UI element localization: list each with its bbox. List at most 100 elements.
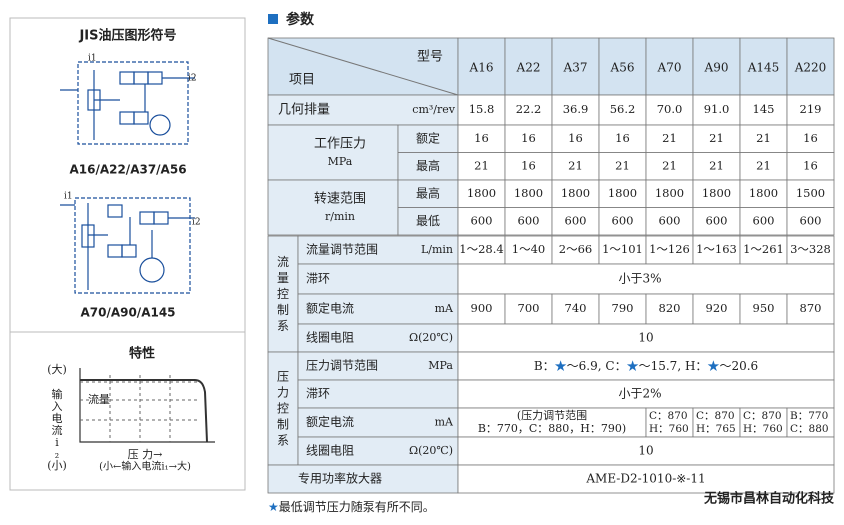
cell	[692, 179, 741, 208]
value: 920	[706, 301, 728, 315]
value: 1～163	[696, 242, 737, 256]
unit: mA	[435, 302, 454, 315]
cell	[692, 37, 741, 96]
value: 16	[615, 131, 630, 145]
value: B：770	[790, 410, 828, 422]
value: 21	[662, 158, 677, 172]
value: 10	[638, 444, 653, 458]
header-icon	[268, 14, 278, 24]
row-name: 几何排量	[278, 102, 330, 118]
value: 21	[568, 158, 583, 172]
value: 740	[565, 301, 587, 315]
cell	[267, 235, 299, 353]
value: 16	[803, 131, 818, 145]
model: A220	[794, 61, 827, 75]
value: B：770，C：880，H：790)	[478, 422, 626, 435]
cell	[598, 94, 647, 126]
value: 16	[521, 158, 536, 172]
value: 1～126	[649, 242, 690, 256]
model: A37	[563, 61, 588, 75]
value: 36.9	[563, 102, 589, 116]
value: 145	[753, 102, 775, 116]
cell	[457, 407, 647, 438]
char-x-label: 压 力→	[128, 448, 163, 461]
cell	[786, 37, 835, 96]
cell	[297, 293, 459, 325]
value: 91.0	[704, 102, 730, 116]
cell	[551, 235, 600, 265]
value: 21	[474, 158, 489, 172]
cell	[645, 37, 694, 96]
cell	[645, 207, 694, 236]
unit: cm³/rev	[412, 103, 455, 116]
cell	[786, 94, 835, 126]
cell	[457, 37, 506, 96]
model: A145	[747, 61, 780, 75]
sub-label: 最高	[416, 158, 440, 173]
cell	[457, 94, 506, 126]
value: 21	[662, 131, 677, 145]
cell	[457, 323, 835, 353]
row-name: 线圈电阻	[306, 444, 354, 458]
cell	[692, 207, 741, 236]
cell	[739, 207, 788, 236]
cell	[551, 293, 600, 325]
cell	[598, 235, 647, 265]
unit: L/min	[421, 243, 453, 256]
cell	[457, 263, 835, 295]
row-name: 压力调节范围	[306, 359, 378, 373]
row-name: 额定电流	[306, 301, 354, 316]
cell	[457, 464, 835, 494]
value: 3～328	[790, 242, 831, 256]
cell	[457, 379, 835, 409]
value: 600	[659, 213, 681, 227]
value: C：870	[649, 410, 688, 422]
value: (压力调节范围	[517, 408, 587, 422]
value: 600	[706, 213, 728, 227]
row-name: 线圈电阻	[306, 331, 354, 345]
input-label: i1	[64, 192, 73, 202]
value: 小于2%	[618, 387, 661, 401]
value: 950	[753, 301, 775, 315]
value: 1～28.4	[459, 242, 503, 256]
model: A56	[610, 61, 635, 75]
unit: Ω(20℃)	[409, 444, 453, 457]
group-label: 流量控制系	[277, 255, 289, 333]
value: H：765	[696, 423, 736, 435]
value: 600	[612, 213, 634, 227]
cell	[297, 235, 459, 265]
sub-label: 最低	[416, 214, 440, 228]
value: 70.0	[657, 102, 683, 116]
cell	[397, 207, 459, 236]
value: 2～66	[559, 242, 592, 256]
cell	[504, 235, 553, 265]
value: 1800	[514, 186, 543, 200]
value: 1800	[655, 186, 684, 200]
left-panel	[9, 17, 246, 491]
row-name: 滞环	[306, 387, 330, 401]
unit: MPa	[328, 155, 353, 168]
cell	[739, 293, 788, 325]
cell	[504, 124, 553, 153]
value: 700	[518, 301, 540, 315]
cell	[692, 94, 741, 126]
cell	[504, 207, 553, 236]
cell	[692, 407, 741, 438]
cell	[598, 37, 647, 96]
char-flow: 流量	[88, 392, 110, 406]
value: 1500	[796, 186, 825, 200]
group-label: 压力控制系	[277, 369, 289, 447]
model: A70	[657, 61, 682, 75]
value: 1～40	[512, 242, 545, 256]
value: C：880	[790, 423, 829, 435]
value: 16	[474, 131, 489, 145]
input-label: i2	[188, 74, 197, 84]
cell	[297, 263, 459, 295]
value: 1～261	[743, 242, 784, 256]
value: 1800	[749, 186, 778, 200]
value: 15.8	[469, 102, 495, 116]
cell	[645, 179, 694, 208]
model: A16	[469, 61, 494, 75]
value: 219	[800, 102, 822, 116]
